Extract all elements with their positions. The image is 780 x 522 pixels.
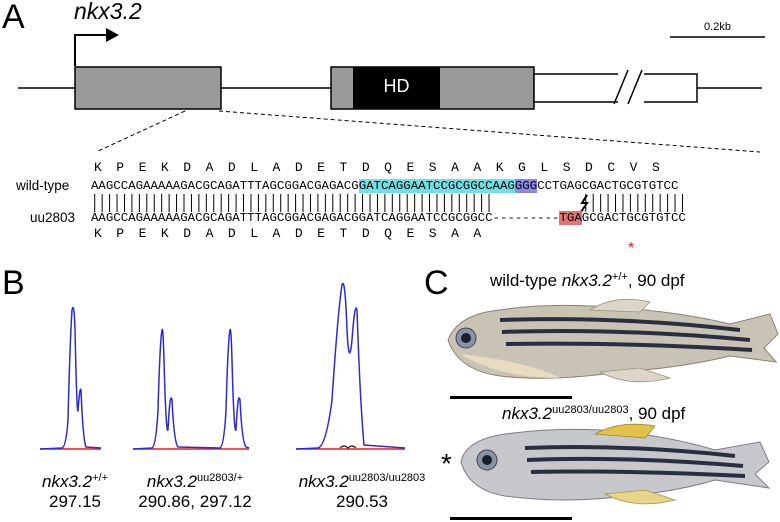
mut-amino-acid-16: A (451, 226, 459, 241)
break-mark (613, 69, 629, 105)
wt-amino-acid-11: T (339, 160, 348, 175)
wt-amino-acid-21: S (562, 160, 571, 175)
wt-amino-acid-7: L (250, 160, 259, 175)
chromatogram-traces (39, 282, 406, 450)
wt-amino-acid-23: C (607, 160, 616, 175)
mut-amino-acid-3: K (160, 226, 169, 241)
wt-amino-acid-19: G (518, 160, 526, 175)
stop-codon-highlight: TGA (559, 211, 582, 225)
homeodomain-label: HD (383, 76, 410, 96)
trace-heterozygous (132, 328, 250, 450)
panel-a-letter: A (2, 0, 25, 36)
wild-type-sequence: AAGCCAGAAAAAGACGCAGATTTAGCGGACGAGACGGATC… (91, 179, 678, 193)
peak-size-het: 290.86, 297.12 (138, 492, 252, 511)
wt-amino-acid-15: S (428, 160, 437, 175)
wt-amino-acid-10: E (317, 160, 325, 175)
mut-amino-acid-0: K (93, 226, 102, 241)
mut-amino-acid-2: E (138, 226, 147, 241)
mut-seq-part: GCGACTGCGTGTCC (581, 211, 686, 225)
wt-amino-acid-24: V (629, 160, 638, 175)
mut-amino-acid-7: L (250, 226, 259, 241)
peak-size-wt: 297.15 (49, 492, 101, 511)
wt-seq-part: AAGCCAGAAAAAGACGCAGATTTAGCGGACGAGACG (91, 179, 359, 193)
mutant-fish-label: nkx3.2uu2803/uu2803, 90 dpf (502, 404, 686, 423)
mut-amino-acid-13: Q (384, 226, 392, 241)
zoom-line-left (95, 110, 186, 153)
wt-amino-acid-22: D (585, 160, 593, 175)
wt-amino-acid-16: A (451, 160, 459, 175)
wt-amino-acid-25: S (651, 160, 660, 175)
alignment-bars (94, 194, 683, 213)
genotype-label-het: nkx3.2uu2803/+ 290.86, 297.12 (138, 472, 252, 511)
mut-amino-acid-11: T (339, 226, 348, 241)
mut-amino-acid-5: A (205, 226, 214, 241)
jaw-asterisk: * (441, 448, 452, 479)
wt-amino-acid-0: K (93, 160, 102, 175)
mutant-label: uu2803 (30, 210, 76, 225)
wt-amino-acid-12: D (361, 160, 370, 175)
panel-c-letter: C (424, 264, 449, 302)
sgrna-target-highlight: GATCAGGAATCCGCGGCCAAG (358, 179, 515, 193)
tss-arrow (74, 34, 108, 66)
wt-amino-acid-3: K (160, 160, 169, 175)
wt-amino-acid-18: K (495, 160, 504, 175)
peak-size-hom: 290.53 (336, 492, 388, 511)
wt-amino-acid-9: D (294, 160, 303, 175)
wt-amino-acid-5: A (205, 160, 214, 175)
wt-amino-acid-8: A (272, 160, 281, 175)
wt-amino-acid-4: D (183, 160, 192, 175)
mut-amino-acid-8: A (272, 226, 281, 241)
genotype-label-hom: nkx3.2uu2803/uu2803 290.53 (298, 472, 426, 511)
mut-amino-acid-14: E (406, 226, 415, 241)
mut-amino-acid-1: P (116, 226, 125, 241)
wt-amino-acid-14: E (406, 160, 415, 175)
mut-amino-acid-6: D (227, 226, 236, 241)
wt-amino-acid-1: P (116, 160, 125, 175)
gene-name-label: nkx3.2 (74, 0, 142, 24)
mut-amino-acid-17: A (473, 226, 482, 241)
mut-amino-acid-4: D (183, 226, 192, 241)
mut-amino-acid-10: E (317, 226, 325, 241)
mut-amino-acid-12: D (361, 226, 370, 241)
wt-seq-part: CCTGAGCGACTGCGTGTCC (537, 179, 679, 193)
tss-arrow-head (106, 28, 119, 42)
exon-1 (74, 66, 222, 110)
wt-amino-acid-6: D (227, 160, 236, 175)
mut-seq-part: AAGCCAGAAAAAGACGCAGATTTAGCGGACGAGACGGATC… (91, 211, 493, 225)
mutant-sequence: AAGCCAGAAAAAGACGCAGATTTAGCGGACGAGACGGATC… (91, 211, 686, 225)
utr-box (533, 73, 698, 103)
wild-type-fish-label: wild-type nkx3.2+/+, 90 dpf (490, 271, 685, 290)
wild-type-fish-image (447, 298, 779, 383)
scale-bar-label: 0.2kb (704, 21, 731, 33)
cut-site-icon (580, 194, 589, 213)
mut-amino-acid-9: D (294, 226, 303, 241)
wt-amino-acid-20: L (540, 160, 549, 175)
trace-homozygous (295, 282, 406, 450)
panel-b-letter: B (2, 264, 25, 302)
scale-bar-fish-top (450, 396, 572, 399)
trace-wild-type (39, 306, 102, 450)
wild-type-label: wild-type (16, 178, 70, 193)
homeodomain-box (353, 67, 440, 109)
mut-amino-acid-15: S (428, 226, 437, 241)
pam-highlight: GGG (514, 179, 538, 193)
mutant-fish-image (460, 423, 771, 505)
scale-bar-fish-bottom (450, 517, 572, 520)
break-mark (627, 69, 643, 105)
wt-amino-acid-2: E (138, 160, 147, 175)
wt-amino-acid-13: Q (384, 160, 392, 175)
stop-asterisk: * (628, 240, 635, 257)
gene-structure-diagram (18, 28, 765, 153)
genotype-label-wt: nkx3.2+/+ 297.15 (42, 472, 108, 511)
wt-amino-acid-17: A (473, 160, 482, 175)
zoom-line-right (218, 110, 761, 153)
